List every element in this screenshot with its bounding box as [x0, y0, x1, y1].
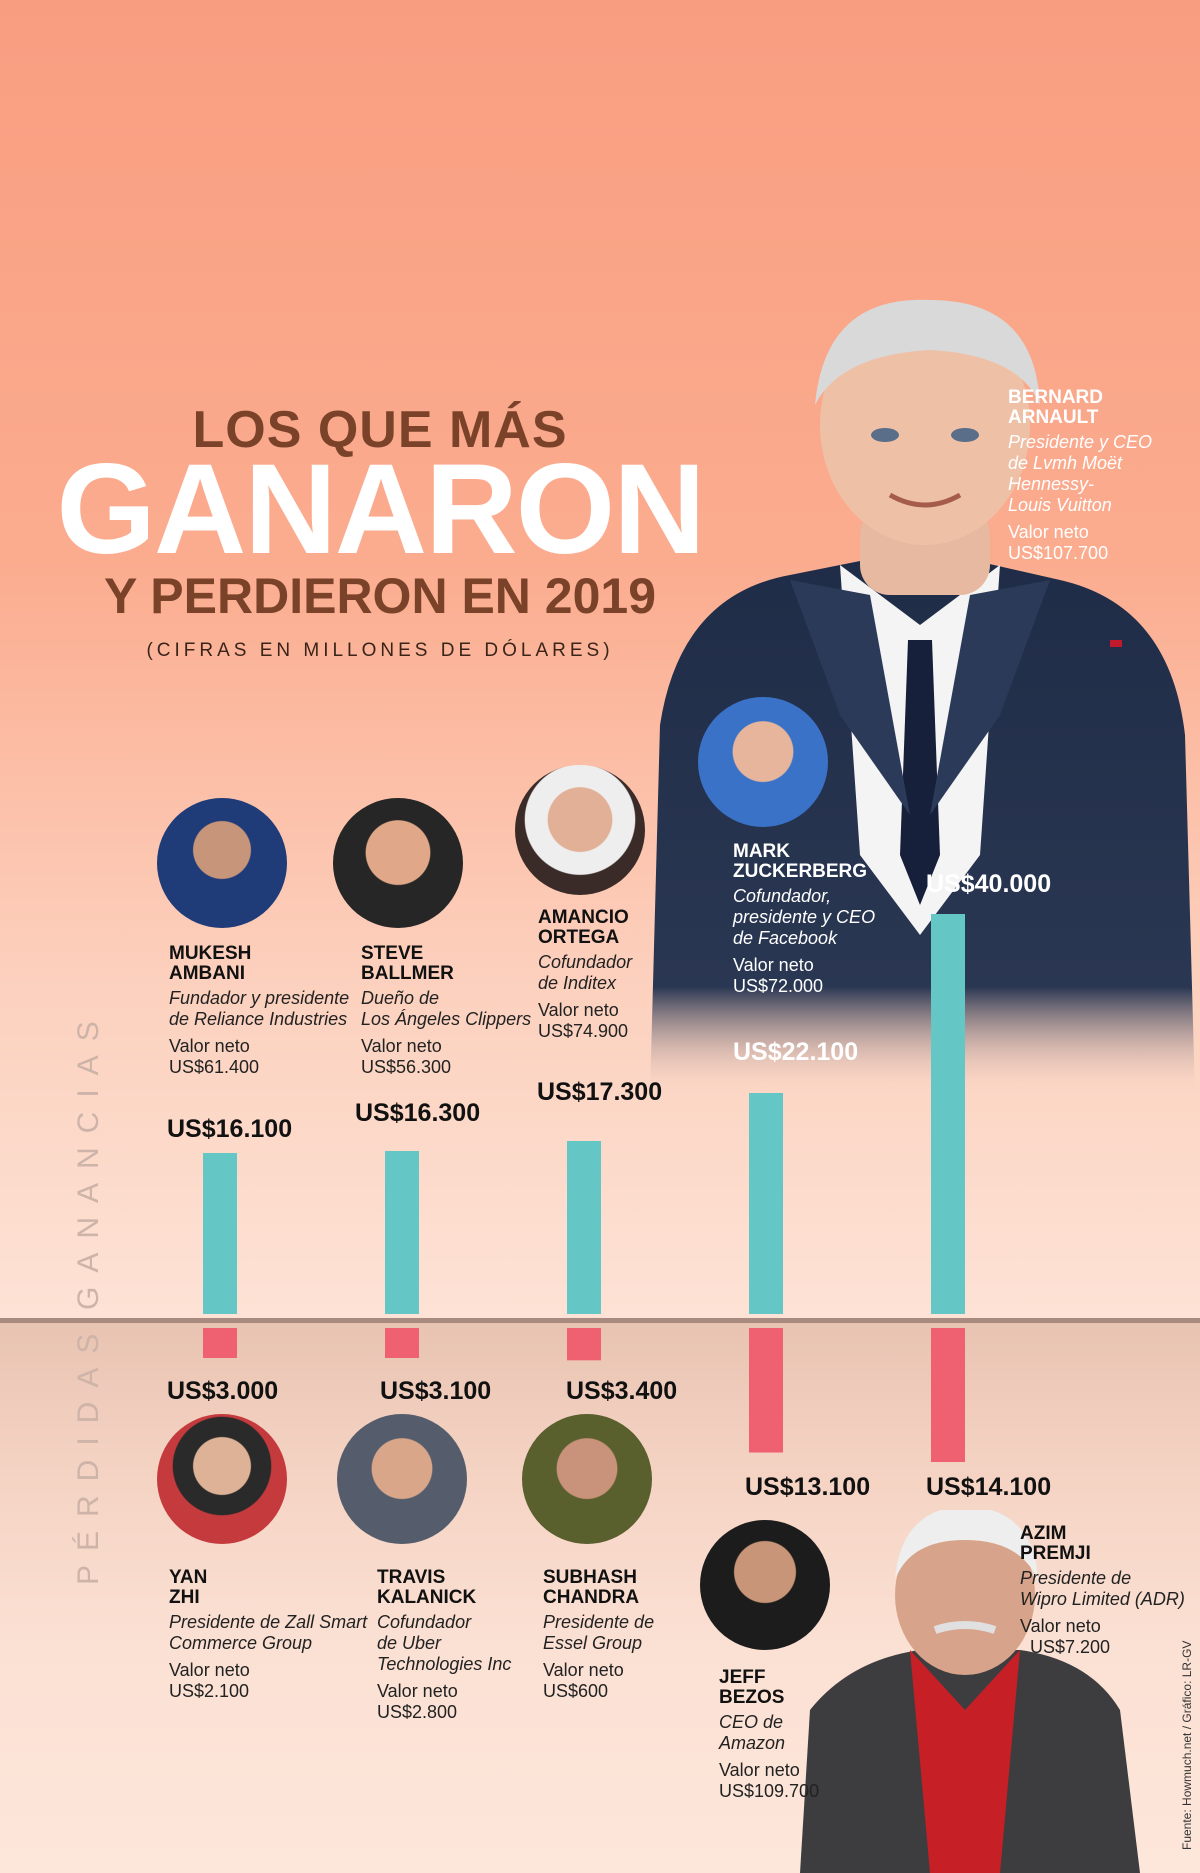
azim-premji-photo: [800, 1510, 1140, 1873]
net-worth-value: US$56.300: [361, 1057, 452, 1077]
avatar-yan: [157, 1414, 287, 1544]
net-worth-label: Valor neto: [1008, 522, 1089, 542]
zero-baseline: [0, 1318, 1200, 1323]
bernard-arnault-photo: [650, 299, 1195, 1095]
gain-label-ortega: US$17.300: [537, 1078, 663, 1106]
role: Cofundador, presidente y CEO de Facebook: [733, 886, 876, 948]
role: Presidente de Wipro Limited (ADR): [1020, 1568, 1185, 1609]
name: BERNARD: [1008, 387, 1103, 408]
net-worth-label: Valor neto: [538, 1000, 619, 1020]
gain-label-ambani: US$16.100: [167, 1115, 293, 1143]
gain-label-arnault: US$40.000: [926, 870, 1052, 898]
role: Dueño de Los Ángeles Clippers: [361, 988, 532, 1029]
name: ORTEGA: [538, 927, 620, 948]
caption-kalanick: TRAVIS KALANICK Cofundador de Uber Technol…: [377, 1568, 527, 1723]
avatar-bezos: [700, 1520, 830, 1650]
net-worth-label: Valor neto: [543, 1660, 624, 1680]
name: BALLMER: [361, 963, 454, 984]
caption-yan: YAN ZHI Presidente de Zall Smart Commerce…: [169, 1568, 369, 1702]
gain-bar-1: [203, 1153, 237, 1314]
name: SUBHASH: [543, 1567, 637, 1588]
net-worth-label: Valor neto: [169, 1660, 250, 1680]
source-credit: Fuente: Howmuch.net / Gráfico: LR-GV: [1180, 1640, 1194, 1850]
loss-label-yan: US$3.000: [167, 1377, 279, 1405]
caption-zuckerberg: MARK ZUCKERBERG Cofundador, presidente y …: [733, 842, 943, 997]
avatar-zuckerberg: [698, 697, 828, 827]
name: PREMJI: [1020, 1543, 1091, 1564]
title-line-3: Y PERDIERON EN 2019: [103, 568, 657, 624]
caption-ballmer: STEVE BALLMER Dueño de Los Ángeles Clippe…: [361, 944, 541, 1078]
loss-label-bezos: US$13.100: [745, 1473, 871, 1501]
avatar-ambani: [157, 798, 287, 928]
name: MARK: [733, 841, 790, 862]
caption-chandra: SUBHASH CHANDRA Presidente de Essel Group…: [543, 1568, 673, 1702]
gain-bar-2: [385, 1151, 419, 1314]
net-worth-value: US$72.000: [733, 976, 824, 996]
name: ARNAULT: [1008, 407, 1099, 428]
name: CHANDRA: [543, 1587, 640, 1608]
net-worth-label: Valor neto: [361, 1036, 442, 1056]
net-worth-label: Valor neto: [733, 955, 814, 975]
name: MUKESH: [169, 943, 252, 964]
net-worth-value: US$600: [543, 1681, 609, 1701]
gain-bar-3: [567, 1141, 601, 1314]
role: Presidente y CEO de Lvmh Moët Hennessy- Lou…: [1008, 432, 1153, 515]
title-line-2: GANARON: [56, 438, 705, 581]
loss-label-premji: US$14.100: [926, 1473, 1052, 1501]
name: KALANICK: [377, 1587, 477, 1608]
caption-ortega: AMANCIO ORTEGA Cofundador de Inditex Valo…: [538, 908, 678, 1042]
caption-bezos: JEFF BEZOS CEO de Amazon Valor neto US$10…: [719, 1668, 839, 1802]
role: Cofundador de Inditex: [538, 952, 633, 993]
name: ZUCKERBERG: [733, 861, 868, 882]
loss-bar-4: [749, 1328, 783, 1453]
title-line-1: LOS QUE MÁS: [192, 401, 568, 459]
caption-arnault: BERNARD ARNAULT Presidente y CEO de Lvmh …: [1008, 388, 1198, 564]
loss-label-chandra: US$3.400: [566, 1377, 678, 1405]
role: Presidente de Essel Group: [543, 1612, 655, 1653]
name: STEVE: [361, 943, 424, 964]
subtitle: (CIFRAS EN MILLONES DE DÓLARES): [146, 640, 614, 661]
net-worth-value: US$109.700: [719, 1781, 820, 1801]
caption-ambani: MUKESH AMBANI Fundador y presidente de Re…: [169, 944, 359, 1078]
avatar-chandra: [522, 1414, 652, 1544]
avatar-ballmer: [333, 798, 463, 928]
role: Fundador y presidente de Reliance Industr…: [169, 988, 350, 1029]
role: CEO de Amazon: [719, 1712, 786, 1753]
net-worth-label: Valor neto: [377, 1681, 458, 1701]
name: TRAVIS: [377, 1567, 446, 1588]
name: AZIM: [1020, 1523, 1067, 1544]
name: JEFF: [719, 1667, 766, 1688]
gain-label-zuckerberg: US$22.100: [733, 1038, 859, 1066]
name: YAN: [169, 1567, 208, 1588]
net-worth-value: US$107.700: [1008, 543, 1109, 563]
net-worth-value: US$2.800: [377, 1702, 458, 1722]
net-worth-label: Valor neto: [719, 1760, 800, 1780]
gain-label-ballmer: US$16.300: [355, 1099, 481, 1127]
name: BEZOS: [719, 1687, 785, 1708]
gain-bar-5: [931, 914, 965, 1314]
name: ZHI: [169, 1587, 200, 1608]
role: Presidente de Zall Smart Commerce Group: [169, 1612, 368, 1653]
gain-bar-4: [749, 1093, 783, 1314]
loss-bar-3: [567, 1328, 601, 1361]
loss-bar-1: [203, 1328, 237, 1358]
name: AMBANI: [169, 963, 245, 984]
net-worth-label: Valor neto: [1020, 1616, 1101, 1636]
loss-bar-2: [385, 1328, 419, 1358]
net-worth-value: US$2.100: [169, 1681, 250, 1701]
loss-bar-5: [931, 1328, 965, 1462]
avatar-kalanick: [337, 1414, 467, 1544]
net-worth-value: US$7.200: [1020, 1637, 1111, 1657]
avatar-ortega: [515, 765, 645, 895]
loss-label-kalanick: US$3.100: [380, 1377, 492, 1405]
net-worth-value: US$74.900: [538, 1021, 629, 1041]
role: Cofundador de Uber Technologies Inc: [377, 1612, 512, 1674]
name: AMANCIO: [538, 907, 629, 928]
net-worth-value: US$61.400: [169, 1057, 260, 1077]
net-worth-label: Valor neto: [169, 1036, 250, 1056]
caption-premji: AZIM PREMJI Presidente de Wipro Limited (…: [1020, 1524, 1195, 1658]
